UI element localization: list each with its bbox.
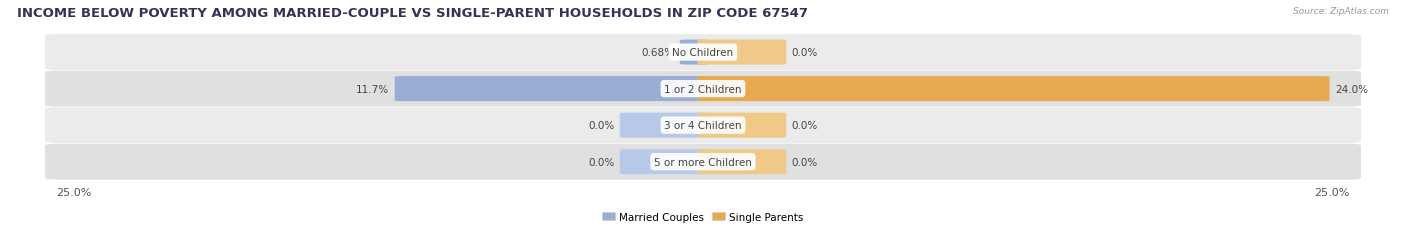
Text: 1 or 2 Children: 1 or 2 Children <box>664 84 742 94</box>
FancyBboxPatch shape <box>45 144 1361 180</box>
FancyBboxPatch shape <box>620 113 709 138</box>
Text: 0.0%: 0.0% <box>792 48 818 58</box>
Legend: Married Couples, Single Parents: Married Couples, Single Parents <box>599 208 807 226</box>
Text: INCOME BELOW POVERTY AMONG MARRIED-COUPLE VS SINGLE-PARENT HOUSEHOLDS IN ZIP COD: INCOME BELOW POVERTY AMONG MARRIED-COUPL… <box>17 7 808 20</box>
Text: 5 or more Children: 5 or more Children <box>654 157 752 167</box>
Text: Source: ZipAtlas.com: Source: ZipAtlas.com <box>1294 7 1389 16</box>
FancyBboxPatch shape <box>697 113 786 138</box>
Text: 0.68%: 0.68% <box>641 48 673 58</box>
FancyBboxPatch shape <box>45 35 1361 71</box>
FancyBboxPatch shape <box>697 149 786 174</box>
Text: 25.0%: 25.0% <box>56 187 91 197</box>
FancyBboxPatch shape <box>697 40 786 65</box>
Text: 11.7%: 11.7% <box>356 84 389 94</box>
FancyBboxPatch shape <box>45 71 1361 107</box>
Text: 3 or 4 Children: 3 or 4 Children <box>664 121 742 131</box>
Text: No Children: No Children <box>672 48 734 58</box>
Text: 25.0%: 25.0% <box>1315 187 1350 197</box>
Text: 0.0%: 0.0% <box>792 157 818 167</box>
Text: 0.0%: 0.0% <box>588 157 614 167</box>
FancyBboxPatch shape <box>679 40 709 65</box>
FancyBboxPatch shape <box>395 77 709 102</box>
FancyBboxPatch shape <box>45 108 1361 143</box>
Text: 0.0%: 0.0% <box>588 121 614 131</box>
FancyBboxPatch shape <box>620 149 709 174</box>
Text: 0.0%: 0.0% <box>792 121 818 131</box>
Text: 24.0%: 24.0% <box>1336 84 1368 94</box>
FancyBboxPatch shape <box>697 77 1330 102</box>
